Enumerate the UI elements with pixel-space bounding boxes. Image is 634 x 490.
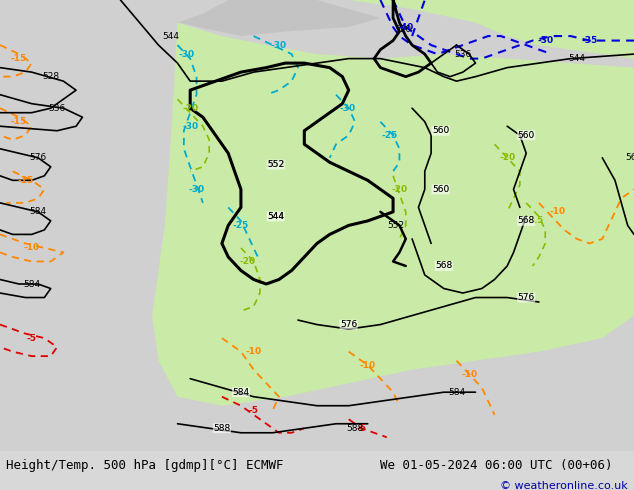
Text: Height/Temp. 500 hPa [gdmp][°C] ECMWF: Height/Temp. 500 hPa [gdmp][°C] ECMWF: [6, 459, 284, 472]
Polygon shape: [152, 23, 634, 406]
Text: -20: -20: [239, 257, 256, 266]
Text: 568: 568: [625, 153, 634, 162]
Text: -20: -20: [182, 104, 198, 113]
Text: -15: -15: [11, 117, 27, 126]
Text: -30: -30: [188, 185, 205, 194]
Text: -20: -20: [391, 185, 408, 194]
Text: -10: -10: [245, 347, 262, 356]
Text: -25: -25: [233, 221, 249, 230]
Text: 576: 576: [29, 153, 47, 162]
Text: 584: 584: [29, 207, 47, 217]
Text: -10: -10: [461, 369, 477, 379]
Text: 568: 568: [435, 262, 453, 270]
Text: -30: -30: [537, 36, 553, 45]
Text: -10: -10: [550, 207, 566, 217]
Text: We 01-05-2024 06:00 UTC (00+06): We 01-05-2024 06:00 UTC (00+06): [380, 459, 613, 472]
Text: © weatheronline.co.uk: © weatheronline.co.uk: [500, 481, 628, 490]
Text: 584: 584: [232, 388, 250, 397]
Text: 544: 544: [268, 212, 284, 221]
Text: 552: 552: [266, 160, 285, 169]
Text: 552: 552: [387, 221, 405, 230]
Text: 588: 588: [213, 424, 231, 433]
Text: 544: 544: [569, 54, 585, 63]
Text: 552: 552: [267, 160, 285, 169]
Text: 560: 560: [432, 185, 450, 194]
Text: 576: 576: [517, 293, 535, 302]
Text: 584: 584: [448, 388, 465, 397]
Text: 568: 568: [435, 262, 453, 270]
Text: -5: -5: [27, 334, 37, 343]
Text: -25: -25: [382, 131, 398, 140]
Text: 536: 536: [454, 49, 472, 59]
Text: -35: -35: [581, 36, 598, 45]
Text: -5: -5: [249, 406, 259, 415]
Text: 560: 560: [517, 131, 535, 140]
Text: 544: 544: [163, 31, 179, 41]
Text: 536: 536: [48, 104, 66, 113]
Text: -15: -15: [11, 54, 27, 63]
Text: 576: 576: [340, 320, 358, 329]
Text: -15: -15: [527, 217, 544, 225]
Text: 560: 560: [432, 185, 450, 194]
Text: 576: 576: [517, 293, 535, 302]
Text: 568: 568: [517, 217, 535, 225]
Text: -30: -30: [179, 49, 195, 59]
Text: -5: -5: [356, 424, 366, 433]
Text: 588: 588: [346, 424, 364, 433]
Text: 544: 544: [268, 212, 284, 221]
Text: 576: 576: [340, 320, 358, 329]
Text: 584: 584: [23, 279, 41, 289]
Text: 560: 560: [432, 126, 450, 135]
Text: -10: -10: [23, 244, 40, 252]
Text: -40: -40: [398, 23, 414, 31]
Text: -15: -15: [17, 176, 34, 185]
Text: -30: -30: [339, 104, 356, 113]
Text: -30: -30: [271, 41, 287, 49]
Text: 568: 568: [517, 217, 535, 225]
Polygon shape: [349, 0, 634, 59]
Text: -10: -10: [359, 361, 376, 369]
Text: 584: 584: [232, 388, 250, 397]
Text: -30: -30: [182, 122, 198, 131]
Text: 588: 588: [213, 424, 231, 433]
Text: 560: 560: [432, 126, 450, 135]
Text: 520: 520: [394, 25, 412, 34]
Text: 528: 528: [42, 72, 60, 81]
Text: 560: 560: [517, 131, 535, 140]
Polygon shape: [178, 0, 380, 36]
Text: -20: -20: [499, 153, 515, 162]
